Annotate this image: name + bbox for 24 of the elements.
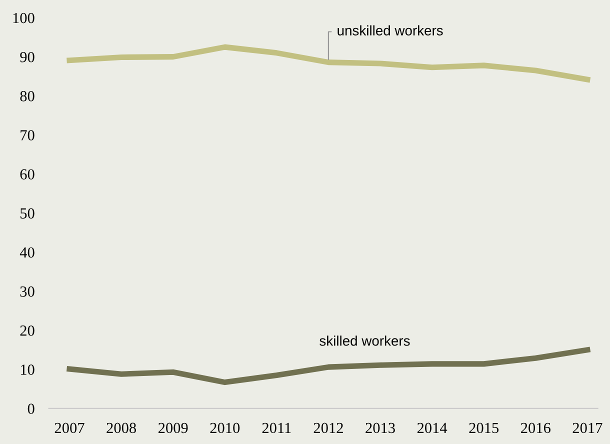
x-tick-label: 2010 bbox=[210, 422, 240, 434]
x-tick-label: 2015 bbox=[469, 422, 499, 434]
y-tick-label: 90 bbox=[20, 52, 34, 62]
x-tick-label: 2008 bbox=[106, 422, 136, 434]
x-tick-label: 2013 bbox=[366, 422, 395, 434]
x-tick-label: 2016 bbox=[521, 422, 550, 434]
y-tick-label: 100 bbox=[13, 12, 34, 24]
y-tick-label: 20 bbox=[20, 325, 34, 336]
x-tick-label: 2007 bbox=[54, 422, 84, 434]
x-tick-label: 2011 bbox=[262, 422, 291, 434]
x-tick-label: 2012 bbox=[314, 422, 343, 434]
y-tick-label: 30 bbox=[20, 286, 34, 297]
y-tick-label: 40 bbox=[20, 247, 34, 258]
y-tick-label: 10 bbox=[20, 364, 34, 375]
y-tick-label: 80 bbox=[20, 91, 34, 102]
x-tick-label: 2017 bbox=[572, 422, 602, 434]
x-tick-label: 2009 bbox=[158, 422, 188, 434]
y-tick-label: 0 bbox=[28, 404, 34, 414]
y-tick-label: 50 bbox=[20, 208, 34, 219]
y-tick-label: 70 bbox=[20, 130, 34, 140]
series-label: skilled workers bbox=[320, 336, 410, 346]
y-tick-label: 60 bbox=[20, 169, 34, 180]
x-tick-label: 2014 bbox=[417, 422, 448, 434]
series-label: unskilled workers bbox=[338, 25, 443, 36]
